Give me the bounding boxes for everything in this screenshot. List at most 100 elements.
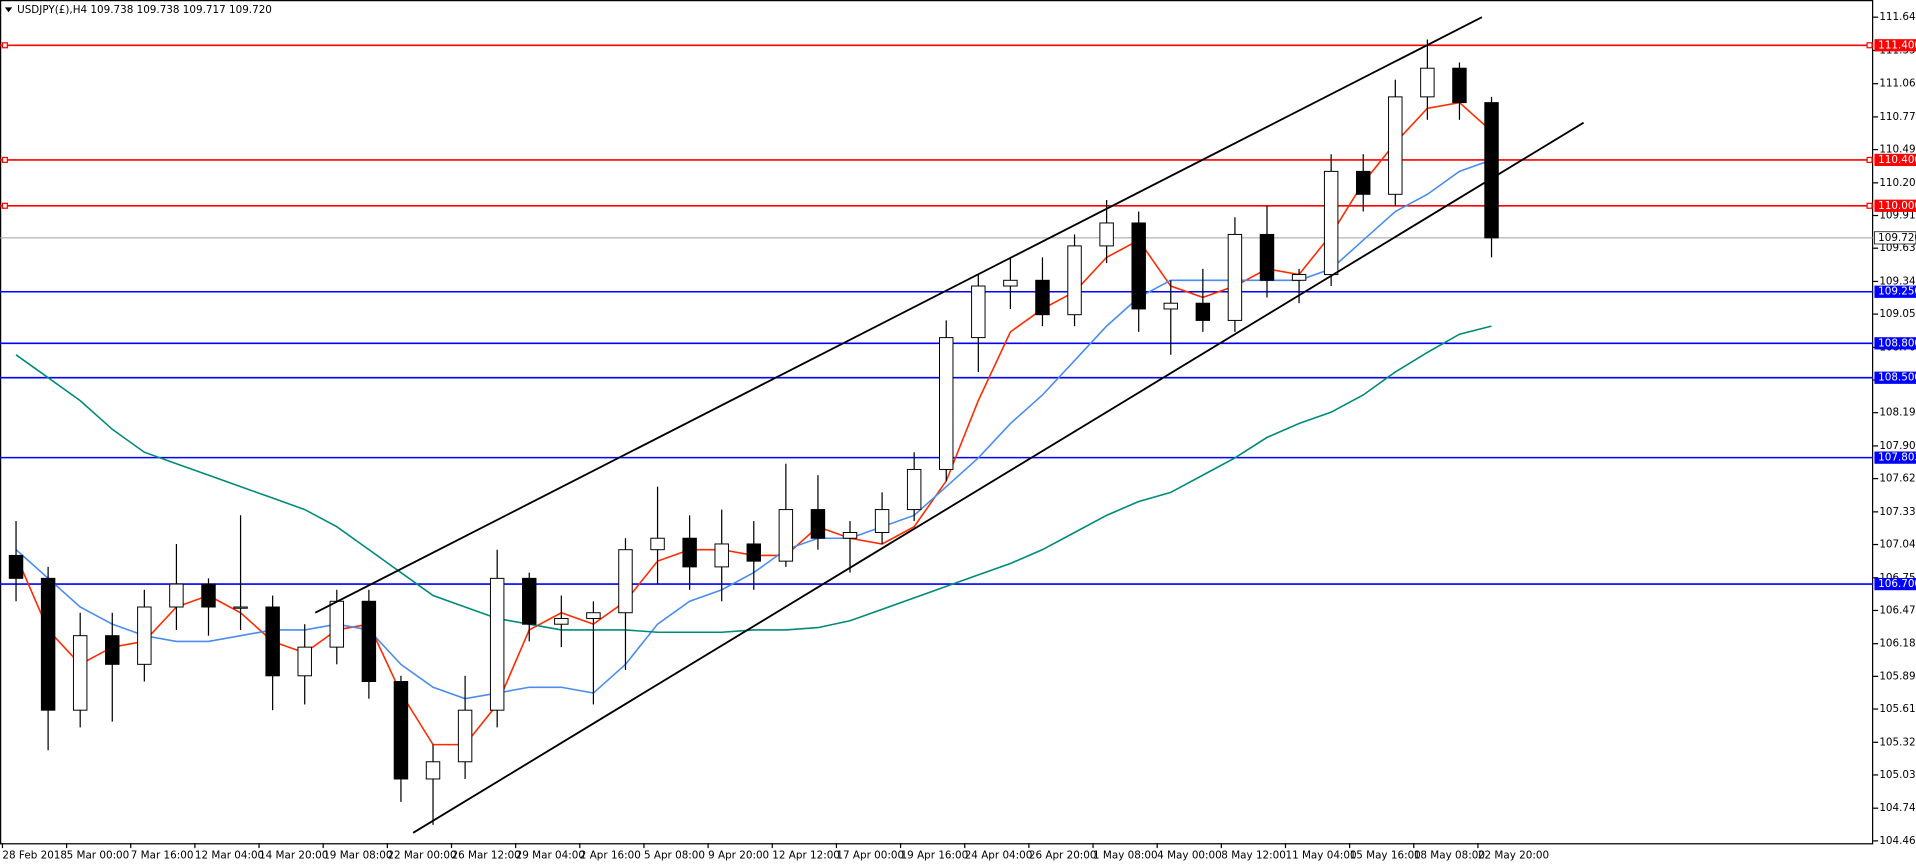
level-price-label: 108.800 <box>1878 337 1916 349</box>
trendline <box>412 121 1585 834</box>
y-tick-label: 110.200 <box>1879 177 1916 189</box>
level-price-label: 109.250 <box>1878 286 1916 298</box>
moving-average <box>15 325 1492 634</box>
candle-body <box>1420 67 1435 98</box>
candle-body <box>971 285 986 339</box>
candle-body <box>265 606 280 677</box>
x-tick-label: 22 Mar 00:00 <box>387 849 456 861</box>
menu-icon[interactable] <box>4 7 13 13</box>
x-tick-label: 18 May 08:00 <box>1414 849 1485 861</box>
candle-body <box>8 554 24 579</box>
level-price-label: 110.400 <box>1878 154 1916 166</box>
x-tick-label: 5 Apr 08:00 <box>644 849 705 861</box>
candle-body <box>393 681 409 780</box>
x-tick-label: 1 May 08:00 <box>1093 849 1158 861</box>
level-handle <box>1 202 8 209</box>
candle-body <box>1323 170 1339 276</box>
x-tick-label: 19 Mar 08:00 <box>323 849 392 861</box>
candle-body <box>489 577 505 711</box>
candle-body <box>1356 170 1371 195</box>
candle-body <box>1259 233 1275 281</box>
candle-body <box>906 468 922 511</box>
level-handle <box>1866 156 1873 163</box>
level-price-box <box>1874 577 1916 591</box>
level-price-box <box>1874 153 1916 167</box>
candle-body <box>682 537 697 568</box>
x-tick-label: 7 Mar 16:00 <box>131 849 194 861</box>
candle-body <box>1131 222 1146 310</box>
candle-body <box>842 532 858 539</box>
y-tick-label: 105.895 <box>1879 670 1916 682</box>
x-tick-label: 22 May 20:00 <box>1478 849 1549 861</box>
x-tick-label: 5 Mar 00:00 <box>67 849 130 861</box>
x-tick-label: 12 Apr 12:00 <box>772 849 840 861</box>
trendline <box>314 16 1483 614</box>
candle-body <box>425 761 441 780</box>
candle-body <box>1003 279 1018 287</box>
candle-body <box>1035 279 1050 316</box>
x-tick-label: 17 Apr 00:00 <box>836 849 904 861</box>
candle-body <box>714 543 729 568</box>
y-tick-label: 109.915 <box>1879 210 1916 222</box>
candle-body <box>329 600 345 648</box>
y-tick-label: 105.610 <box>1879 703 1916 715</box>
level-handle <box>1866 202 1873 209</box>
candle-body <box>457 709 473 763</box>
y-tick-label: 109.630 <box>1879 242 1916 254</box>
candle-body <box>297 646 312 677</box>
level-price-box <box>1874 39 1916 52</box>
x-tick-label: 24 Apr 04:00 <box>965 849 1033 861</box>
candle-body <box>778 509 794 562</box>
current-price-label: 109.720 <box>1878 232 1916 244</box>
level-price-label: 110.000 <box>1878 200 1916 212</box>
candle-body <box>650 537 665 551</box>
level-price-label: 107.803 <box>1878 452 1916 464</box>
candle-body <box>361 600 377 683</box>
candle-body <box>1067 245 1082 316</box>
x-tick-label: 14 Mar 20:00 <box>259 849 328 861</box>
candle-body <box>618 549 633 614</box>
y-tick-label: 110.490 <box>1879 144 1916 156</box>
y-tick-label: 105.320 <box>1879 736 1916 748</box>
candle-body <box>1099 222 1114 247</box>
level-handle <box>1 156 8 163</box>
candle-body <box>1227 233 1243 321</box>
x-tick-label: 4 May 00:00 <box>1157 849 1222 861</box>
plot-frame <box>0 0 1874 845</box>
candle-body <box>874 509 890 533</box>
x-tick-label: 19 Apr 16:00 <box>901 849 969 861</box>
candle-body <box>1484 102 1499 239</box>
x-tick-label: 29 Mar 04:00 <box>516 849 585 861</box>
candle-body <box>554 617 569 625</box>
candle-body <box>233 606 248 609</box>
level-price-label: 108.500 <box>1878 372 1916 384</box>
candle-body <box>137 606 152 665</box>
y-tick-label: 107.905 <box>1879 440 1916 452</box>
candle-body <box>169 583 184 608</box>
level-handle <box>1 42 8 49</box>
current-price-box <box>1874 231 1916 245</box>
level-price-box <box>1874 285 1916 298</box>
candle-body <box>105 635 120 665</box>
candle-body <box>72 635 88 711</box>
level-handle <box>1866 42 1873 49</box>
candle-body <box>201 583 216 608</box>
y-tick-label: 108.195 <box>1879 407 1916 419</box>
y-tick-label: 111.065 <box>1879 78 1916 90</box>
candle-body <box>1163 302 1178 310</box>
y-tick-label: 107.620 <box>1879 473 1916 485</box>
candle-body <box>522 577 537 625</box>
level-price-label: 106.700 <box>1878 578 1916 590</box>
x-tick-label: 26 Apr 20:00 <box>1029 849 1097 861</box>
level-price-box <box>1874 371 1916 384</box>
x-tick-label: 12 Mar 04:00 <box>195 849 264 861</box>
candle-body <box>40 577 56 711</box>
x-tick-label: 8 May 12:00 <box>1221 849 1286 861</box>
y-tick-label: 111.645 <box>1879 11 1916 23</box>
candle-body <box>1195 302 1211 321</box>
x-tick-label: 15 May 16:00 <box>1350 849 1421 861</box>
candle-body <box>1452 67 1467 104</box>
x-tick-label: 11 May 04:00 <box>1285 849 1356 861</box>
y-tick-label: 109.055 <box>1879 308 1916 320</box>
